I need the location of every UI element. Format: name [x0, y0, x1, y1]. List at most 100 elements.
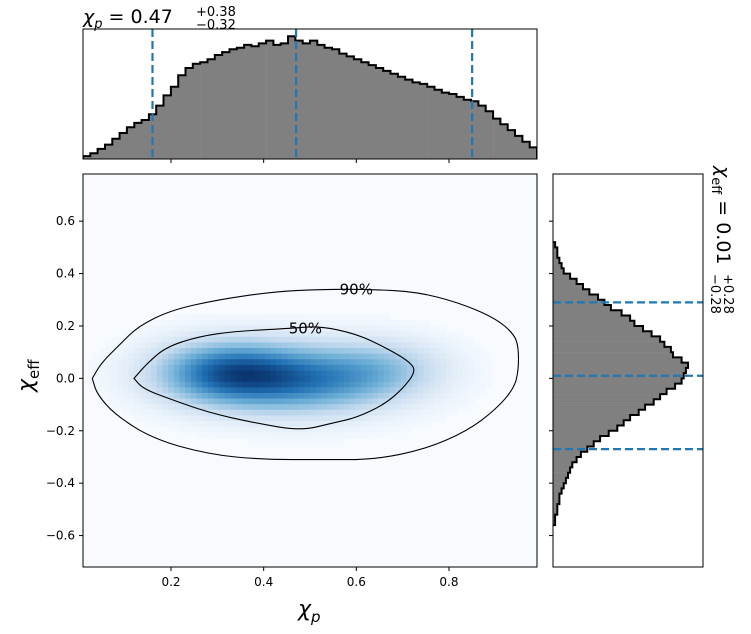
heatmap-cell — [122, 409, 129, 416]
heatmap-cell — [412, 353, 419, 360]
right-hist-bar — [553, 242, 556, 248]
heatmap-cell — [423, 348, 430, 355]
heatmap-cell — [457, 370, 464, 377]
heatmap-cell — [139, 387, 146, 394]
heatmap-cell — [139, 336, 146, 343]
heatmap-cell — [173, 336, 180, 343]
heatmap-cell — [327, 353, 334, 360]
heatmap-cell — [281, 437, 288, 444]
heatmap-cell — [457, 381, 464, 388]
heatmap-cell — [417, 325, 424, 332]
heatmap-cell — [128, 398, 135, 405]
heatmap-cell — [162, 381, 169, 388]
heatmap-cell — [366, 432, 373, 439]
heatmap-cell — [344, 415, 351, 422]
heatmap-cell — [128, 392, 135, 399]
heatmap-cell — [417, 387, 424, 394]
top-hist-bar — [529, 147, 537, 159]
heatmap-cell — [224, 381, 231, 388]
heatmap-cell — [361, 348, 368, 355]
heatmap-cell — [440, 415, 447, 422]
heatmap-cell — [310, 398, 317, 405]
heatmap-cell — [202, 398, 209, 405]
heatmap-cell — [213, 325, 220, 332]
y-tick-label: 0.4 — [56, 267, 75, 281]
heatmap-cell — [185, 319, 192, 326]
heatmap-cell — [179, 381, 186, 388]
heatmap-cell — [378, 409, 385, 416]
heatmap-cell — [241, 336, 248, 343]
heatmap-cell — [372, 398, 379, 405]
heatmap-cell — [412, 381, 419, 388]
heatmap-cell — [247, 381, 254, 388]
heatmap-cell — [406, 325, 413, 332]
heatmap-cell — [417, 364, 424, 371]
heatmap-cell — [219, 359, 226, 366]
heatmap-cell — [202, 409, 209, 416]
right-hist-bar — [553, 320, 635, 327]
heatmap-cell — [287, 314, 294, 321]
heatmap-cell — [366, 319, 373, 326]
heatmap-cell — [321, 353, 328, 360]
heatmap-cell — [349, 404, 356, 411]
heatmap-cell — [247, 392, 254, 399]
y-tick-label: −0.2 — [46, 424, 75, 438]
heatmap-cell — [270, 387, 277, 394]
heatmap-cell — [378, 404, 385, 411]
heatmap-cell — [151, 359, 158, 366]
contour-50pct — [133, 326, 415, 430]
heatmap-cell — [117, 398, 124, 405]
heatmap-cell — [378, 426, 385, 433]
heatmap-cell — [224, 319, 231, 326]
top-hist-bar — [273, 44, 281, 159]
heatmap-cell — [230, 432, 237, 439]
heatmap-cell — [134, 359, 141, 366]
heatmap-cell — [264, 409, 271, 416]
heatmap-cell — [298, 348, 305, 355]
heatmap-cell — [298, 398, 305, 405]
heatmap-cell — [207, 331, 214, 338]
heatmap-cell — [304, 437, 311, 444]
heatmap-cell — [349, 353, 356, 360]
heatmap-cell — [185, 409, 192, 416]
heatmap-cell — [423, 381, 430, 388]
heatmap-cell — [202, 387, 209, 394]
heatmap-cell — [310, 364, 317, 371]
heatmap-cell — [264, 398, 271, 405]
heatmap-cell — [417, 404, 424, 411]
x-tick-label: 0.8 — [439, 575, 458, 589]
heatmap-cell — [162, 336, 169, 343]
heatmap-cell — [128, 359, 135, 366]
heatmap-cell — [344, 409, 351, 416]
heatmap-cell — [406, 387, 413, 394]
heatmap-cell — [349, 359, 356, 366]
heatmap-cell — [168, 370, 175, 377]
heatmap-cell — [344, 392, 351, 399]
heatmap-cell — [145, 336, 152, 343]
heatmap-cell — [275, 426, 283, 433]
heatmap-cell — [315, 342, 322, 349]
heatmap-cell — [446, 404, 453, 411]
top-hist-bar — [390, 73, 399, 159]
heatmap-cell — [338, 381, 345, 388]
heatmap-cell — [168, 409, 175, 416]
heatmap-cell — [406, 409, 413, 416]
heatmap-cell — [213, 348, 220, 355]
x-tick-label: 0.4 — [254, 575, 273, 589]
heatmap-cell — [315, 325, 322, 332]
heatmap-cell — [366, 314, 373, 321]
heatmap-cell — [202, 426, 209, 433]
heatmap-cell — [412, 342, 419, 349]
heatmap-cell — [219, 314, 226, 321]
heatmap-cell — [88, 376, 95, 383]
heatmap-cell — [173, 381, 180, 388]
heatmap-cell — [321, 364, 328, 371]
heatmap-cell — [281, 364, 288, 371]
heatmap-cell — [139, 404, 146, 411]
heatmap-cell — [361, 404, 368, 411]
heatmap-cell — [361, 325, 368, 332]
heatmap-cell — [395, 336, 402, 343]
heatmap-cell — [241, 325, 248, 332]
y-tick-label: 0.2 — [56, 319, 75, 333]
heatmap-cell — [168, 325, 175, 332]
